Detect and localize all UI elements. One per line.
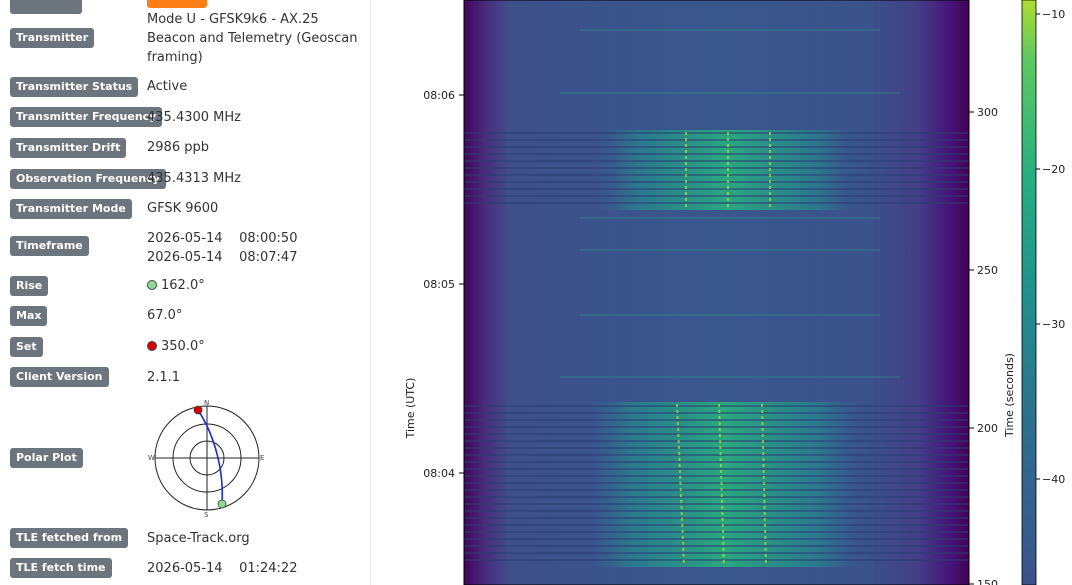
- transmitter-frequency-value: 435.4300 MHz: [147, 110, 241, 125]
- transmitter-line-1: Mode U - GFSK9k6 - AX.25: [147, 12, 319, 27]
- right-axis: 300 250 200 150 Time (seconds): [969, 106, 1016, 585]
- max-value: 67.0°: [147, 308, 183, 323]
- rise-dot-icon: [147, 279, 157, 290]
- polar-south-label: S: [204, 511, 209, 519]
- set-dot-icon: [147, 340, 157, 351]
- client-version-value: 2.1.1: [147, 370, 181, 385]
- signal-band-upper: [464, 130, 969, 210]
- tle-source-value: Space-Track.org: [147, 531, 250, 546]
- timeframe-value: 2026-05-14 08:00:50 2026-05-14 08:07:47: [147, 231, 297, 266]
- polar-rise-marker: [217, 499, 227, 509]
- transmitter-frequency-label: Transmitter Frequency: [10, 107, 163, 127]
- transmitter-line-2: Beacon and Telemetry (Geoscan: [147, 31, 358, 46]
- polar-pass-path: [197, 409, 224, 505]
- timeframe-end: 2026-05-14 08:07:47: [147, 250, 298, 265]
- max-label: Max: [10, 306, 48, 326]
- right-tick-150: 150: [977, 578, 998, 585]
- tle-time-label: TLE fetch time: [10, 558, 112, 578]
- right-tick-200: 200: [977, 422, 998, 435]
- colorbar-tick-40: −40: [1042, 473, 1065, 486]
- waterfall-frame: [463, 0, 970, 585]
- observation-frequency-label: Observation Frequency: [10, 169, 166, 189]
- polar-west-label: W: [148, 454, 155, 462]
- colorbar-tick-20: −20: [1042, 163, 1065, 176]
- signal-band-lower: [464, 402, 969, 567]
- partial-label-badge: [10, 0, 82, 14]
- colorbar-tick-30: −30: [1042, 318, 1065, 331]
- faint-beacon-lines: [560, 29, 900, 378]
- right-tick-300: 300: [977, 106, 998, 119]
- polar-east-label: E: [260, 454, 264, 462]
- timeframe-label: Timeframe: [10, 236, 89, 256]
- transmitter-mode-value: GFSK 9600: [147, 201, 219, 216]
- left-axis: 08:06 08:05 08:04 Time (UTC): [404, 89, 464, 480]
- left-tick-0806: 08:06: [423, 89, 455, 102]
- status-badge: [147, 0, 207, 8]
- transmitter-drift-label: Transmitter Drift: [10, 138, 127, 158]
- right-axis-label: Time (seconds): [1003, 353, 1016, 438]
- rise-text: 162.0°: [161, 278, 205, 293]
- left-axis-label: Time (UTC): [404, 378, 417, 440]
- set-label: Set: [10, 337, 43, 357]
- observation-frequency-value: 435.4313 MHz: [147, 171, 241, 186]
- transmitter-line-3: framing): [147, 50, 203, 65]
- polar-plot-label: Polar Plot: [10, 448, 83, 468]
- transmitter-status-value: Active: [147, 79, 188, 94]
- transmitter-drift-value: 2986 ppb: [147, 140, 209, 155]
- colorbar-tick-10: −10: [1042, 8, 1065, 21]
- tle-time-value: 2026-05-14 01:24:22: [147, 561, 298, 576]
- tle-source-label: TLE fetched from: [10, 528, 129, 548]
- rise-value: 162.0°: [147, 278, 205, 294]
- polar-plot: N E S W: [148, 399, 264, 519]
- set-value: 350.0°: [147, 339, 205, 355]
- transmitter-mode-label: Transmitter Mode: [10, 199, 132, 219]
- polar-set-marker: [193, 405, 203, 415]
- frame-lines-upper: [464, 132, 969, 204]
- carrier-lines-lower: [676, 403, 767, 566]
- left-tick-0804: 08:04: [423, 467, 455, 480]
- transmitter-value: Mode U - GFSK9k6 - AX.25 Beacon and Tele…: [147, 12, 357, 66]
- frame-lines-lower: [464, 405, 969, 561]
- timeframe-start: 2026-05-14 08:00:50: [147, 231, 298, 246]
- colorbar: −10 −20 −30 −40: [1021, 0, 1065, 585]
- right-tick-250: 250: [977, 264, 998, 277]
- waterfall-chart: 08:06 08:05 08:04 Time (UTC) 300 250 200…: [404, 0, 1065, 585]
- left-tick-0805: 08:05: [423, 278, 455, 291]
- transmitter-label: Transmitter: [10, 28, 95, 48]
- carrier-lines-upper: [685, 132, 771, 208]
- transmitter-status-label: Transmitter Status: [10, 77, 139, 97]
- set-text: 350.0°: [161, 339, 205, 354]
- colorbar-gradient: [1021, 0, 1037, 585]
- polar-north-label: N: [204, 399, 209, 407]
- observation-details-panel: Transmitter Mode U - GFSK9k6 - AX.25 Bea…: [0, 0, 371, 585]
- rise-label: Rise: [10, 276, 49, 296]
- client-version-label: Client Version: [10, 367, 109, 387]
